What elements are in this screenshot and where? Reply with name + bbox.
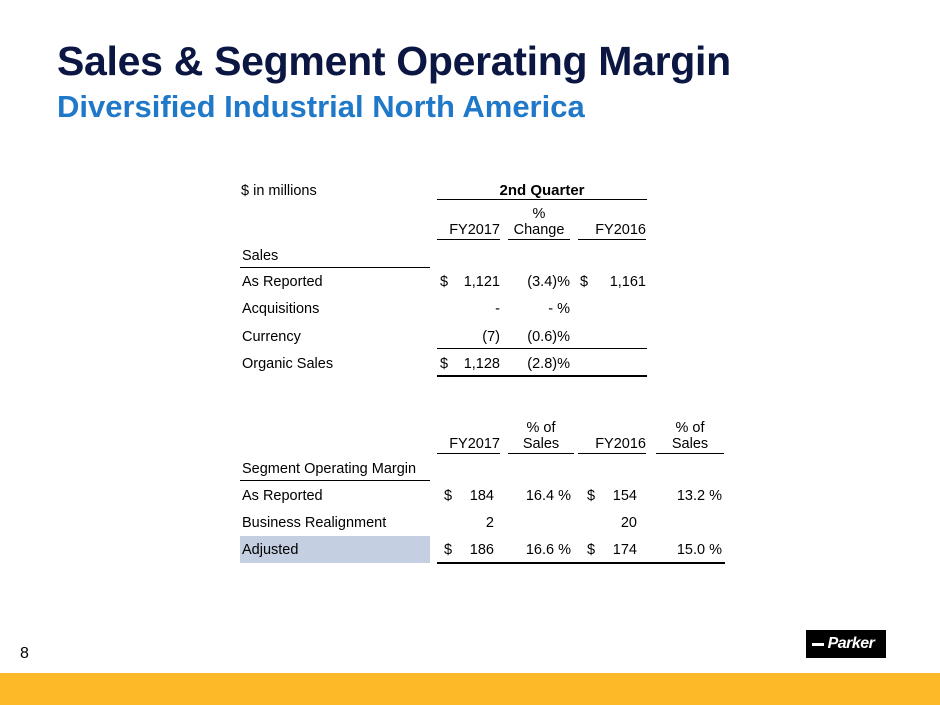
page-subtitle: Diversified Industrial North America	[57, 89, 585, 124]
row-label: Organic Sales	[242, 356, 334, 372]
total-rule	[437, 375, 647, 377]
value-change: - %	[548, 301, 570, 317]
logo-text: Parker	[827, 635, 875, 652]
currency-sign: $	[444, 488, 453, 504]
value-fy2016: 154	[612, 488, 637, 504]
period-header: 2nd Quarter	[499, 182, 585, 199]
col-rule-fy2017	[437, 453, 500, 454]
units-label: $ in millions	[241, 183, 317, 199]
header-rule	[437, 199, 647, 200]
col-header-change-line1: %	[532, 206, 546, 222]
col-header-pct-line1: % of	[526, 420, 556, 436]
currency-sign: $	[440, 356, 449, 372]
section-label-sales: Sales	[242, 248, 279, 264]
col-header-change-line2: Change	[513, 222, 565, 238]
row-label: As Reported	[242, 274, 323, 290]
section-label-margin: Segment Operating Margin	[242, 461, 417, 477]
value-fy2017: 184	[469, 488, 494, 504]
value-pct17: 16.4 %	[525, 488, 571, 504]
value-fy2017: 1,121	[463, 274, 500, 290]
currency-sign: $	[587, 542, 596, 558]
row-label: Currency	[242, 329, 301, 345]
value-pct16: 13.2 %	[676, 488, 722, 504]
adjusted-row-highlight	[240, 536, 430, 563]
currency-sign: $	[580, 274, 589, 290]
subtotal-rule	[437, 348, 647, 349]
page-title: Sales & Segment Operating Margin	[57, 38, 731, 84]
col-header-fy2017: FY2017	[449, 436, 500, 452]
col-rule-pct	[508, 453, 574, 454]
value-fy2016: 174	[612, 542, 637, 558]
col-rule-pct16	[656, 453, 724, 454]
col-rule-change	[508, 239, 570, 240]
col-header-fy2016: FY2016	[595, 436, 646, 452]
currency-sign: $	[440, 274, 449, 290]
col-header-pct16-line1: % of	[675, 420, 705, 436]
row-label: Adjusted	[242, 542, 299, 558]
value-fy2017: 186	[469, 542, 494, 558]
parker-logo: Parker	[806, 630, 886, 658]
value-change: (2.8)%	[527, 356, 570, 372]
col-rule-fy2016	[578, 453, 646, 454]
currency-sign: $	[444, 542, 453, 558]
row-label: Acquisitions	[242, 301, 320, 317]
value-pct16: 15.0 %	[676, 542, 722, 558]
value-change: (0.6)%	[527, 329, 570, 345]
col-header-pct-line2: Sales	[522, 436, 560, 452]
value-fy2017: -	[495, 301, 500, 317]
row-label: Business Realignment	[242, 515, 387, 531]
col-header-fy2016: FY2016	[595, 222, 646, 238]
col-header-fy2017: FY2017	[449, 222, 500, 238]
value-fy2017: 2	[485, 515, 494, 531]
value-pct17: 16.6 %	[525, 542, 571, 558]
value-fy2017: 1,128	[463, 356, 500, 372]
value-fy2017: (7)	[482, 329, 500, 345]
value-change: (3.4)%	[527, 274, 570, 290]
currency-sign: $	[587, 488, 596, 504]
row-label: As Reported	[242, 488, 323, 504]
value-fy2016: 1,161	[609, 274, 646, 290]
logo-dash	[812, 643, 824, 646]
footer-bar	[0, 673, 940, 705]
page-number: 8	[20, 645, 29, 662]
total-rule	[437, 562, 725, 564]
value-fy2016: 20	[620, 515, 637, 531]
section-rule-margin	[240, 480, 430, 481]
col-rule-fy2017	[437, 239, 500, 240]
section-rule-sales	[240, 267, 430, 268]
col-header-pct16-line2: Sales	[671, 436, 709, 452]
col-rule-fy2016	[578, 239, 646, 240]
